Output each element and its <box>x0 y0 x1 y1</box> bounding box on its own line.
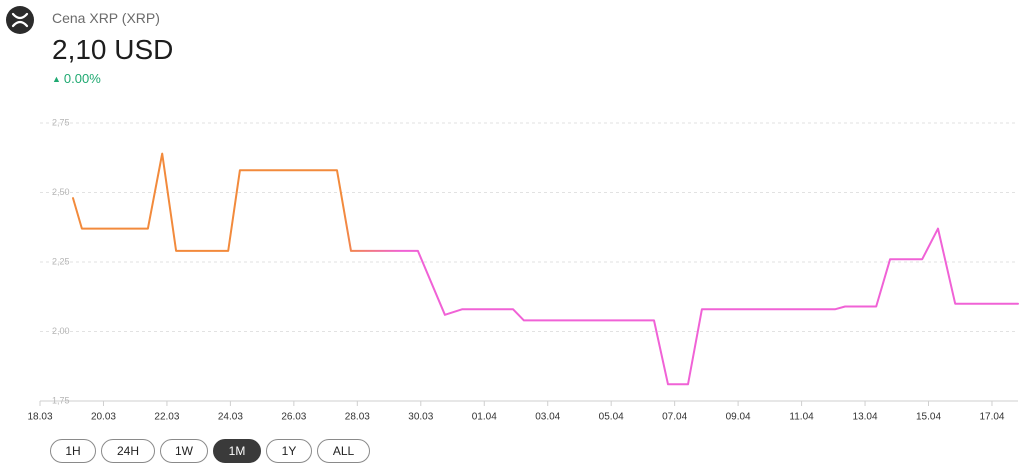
up-arrow: ▲ <box>52 74 61 84</box>
y-tick-label: 2,75 <box>52 117 70 127</box>
x-tick-label: 22.03 <box>154 412 179 423</box>
range-button[interactable]: 1H <box>50 439 96 463</box>
range-button[interactable]: 1M <box>213 439 261 463</box>
range-button[interactable]: 1Y <box>266 439 312 463</box>
x-tick-label: 05.04 <box>599 412 624 423</box>
asset-title: Cena XRP (XRP) <box>52 10 160 26</box>
y-tick-label: 2,00 <box>52 326 70 336</box>
range-buttons: 1H 24H 1W 1M 1Y ALL <box>50 439 370 463</box>
price: 2,10 USD <box>52 34 174 65</box>
x-tick-label: 17.04 <box>979 412 1004 423</box>
change-value: 0.00% <box>63 71 101 86</box>
y-tick-label: 1,75 <box>52 395 70 405</box>
x-tick-label: 28.03 <box>345 412 370 423</box>
x-tick-label: 03.04 <box>535 412 560 423</box>
range-button[interactable]: ALL <box>317 439 370 463</box>
x-tick-label: 07.04 <box>662 412 687 423</box>
x-tick-label: 24.03 <box>218 412 243 423</box>
x-tick-label: 13.04 <box>853 412 878 423</box>
y-tick-label: 2,50 <box>52 187 70 197</box>
x-tick-label: 20.03 <box>91 412 116 423</box>
range-button[interactable]: 1W <box>160 439 208 463</box>
price-line <box>72 152 1019 386</box>
x-tick-label: 26.03 <box>281 412 306 423</box>
x-tick-label: 01.04 <box>472 412 497 423</box>
xrp-logo <box>6 6 34 34</box>
price-change: ▲ 0.00% <box>52 71 101 86</box>
x-tick-label: 18.03 <box>27 412 52 423</box>
x-tick-label: 15.04 <box>916 412 941 423</box>
x-tick-label: 09.04 <box>726 412 751 423</box>
x-tick-label: 11.04 <box>789 412 814 423</box>
x-tick-label: 30.03 <box>408 412 433 423</box>
y-tick-label: 2,25 <box>52 256 70 266</box>
range-button[interactable]: 24H <box>101 439 155 463</box>
